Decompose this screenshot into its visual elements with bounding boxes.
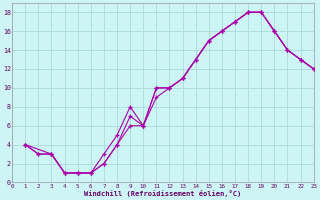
X-axis label: Windchill (Refroidissement éolien,°C): Windchill (Refroidissement éolien,°C)	[84, 190, 242, 197]
